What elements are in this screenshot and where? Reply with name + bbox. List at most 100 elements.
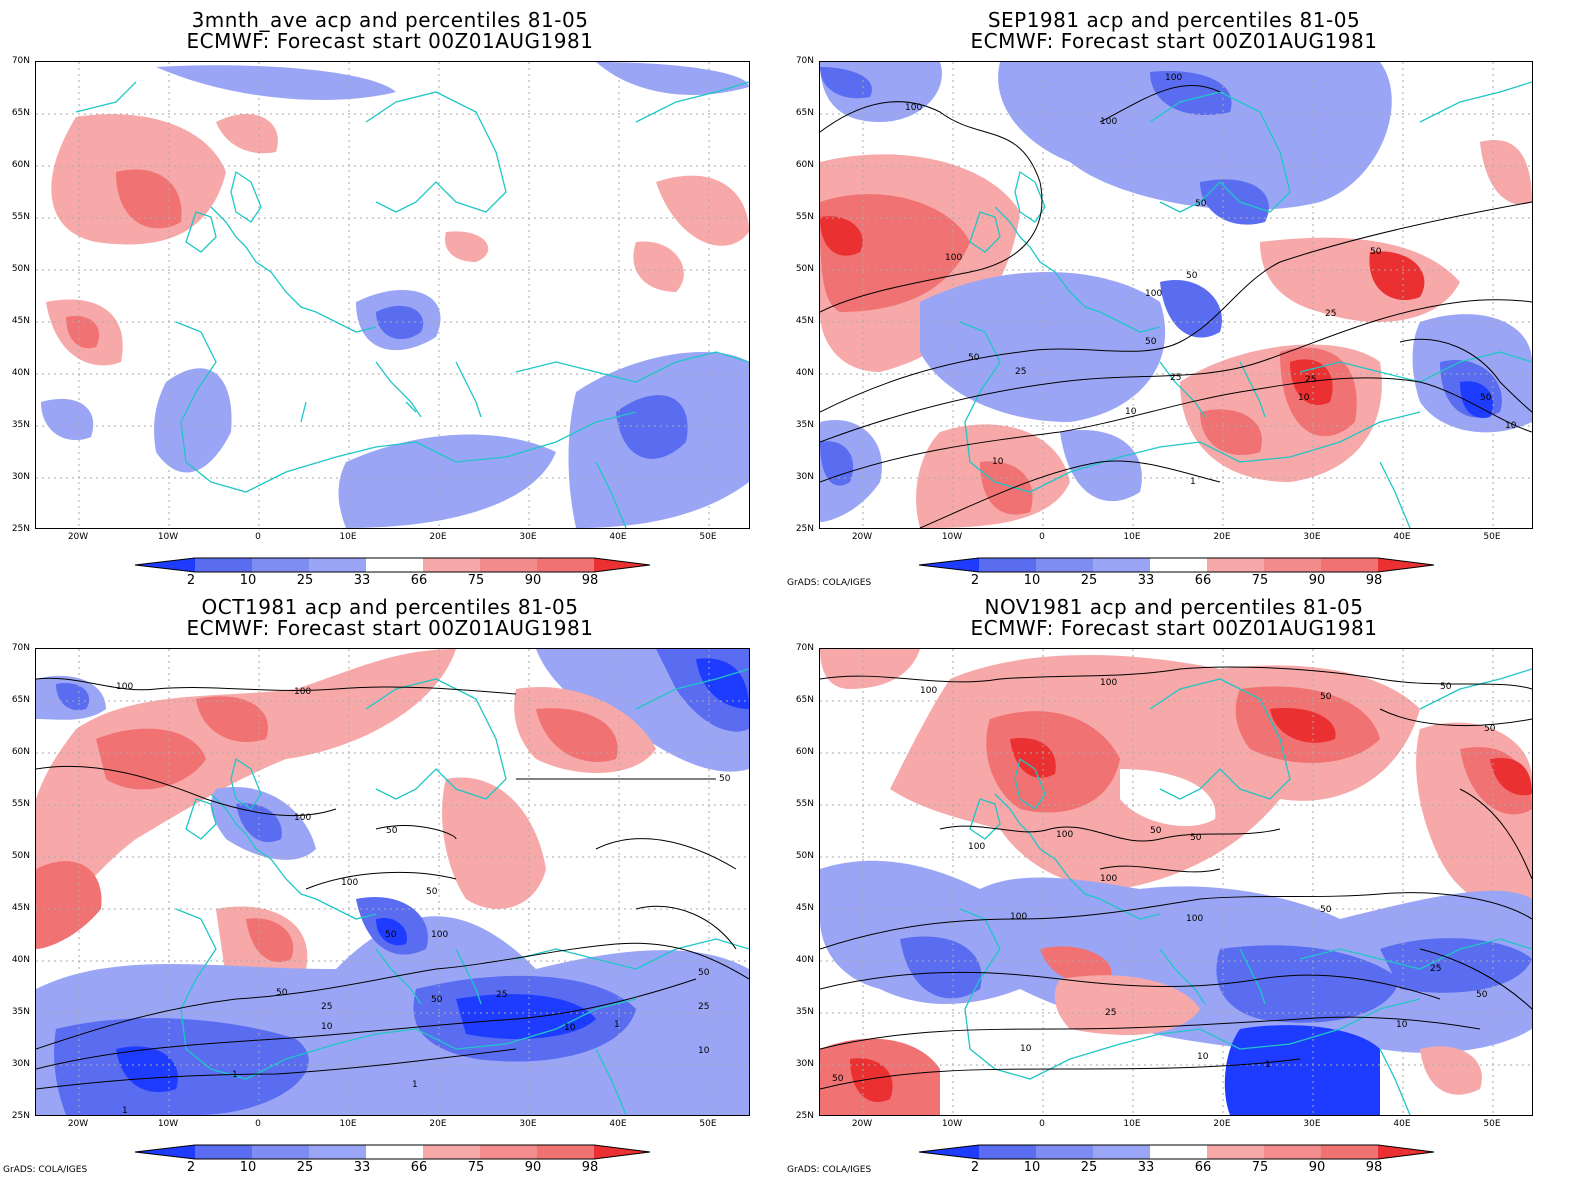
map-canvas: 100 100 100 50 50 100 100 50 50 50 25 50… (36, 649, 749, 1115)
contour-label: 100 (920, 686, 937, 696)
colorbar-label: 98 (1365, 1160, 1383, 1175)
colorbar-label: 66 (410, 1160, 428, 1175)
contour-label: 100 (294, 813, 311, 823)
contour-label: 100 (1100, 874, 1117, 884)
colorbar (134, 557, 655, 573)
lon-label: 10E (339, 532, 357, 542)
lat-label: 45N (795, 903, 814, 913)
map-canvas: 100 100 50 50 50 100 100 50 100 50 100 1… (820, 649, 1532, 1115)
contour-label: 100 (1100, 117, 1117, 127)
colorbar-label: 2 (970, 1160, 980, 1175)
colorbar-label: 66 (1194, 573, 1212, 588)
panel-title-line2: ECMWF: Forecast start 00Z01AUG1981 (186, 616, 594, 640)
contour-label: 10 (321, 1022, 333, 1032)
lon-label: 50E (1483, 1119, 1501, 1129)
lon-label: 20W (851, 532, 873, 542)
contour-label: 1 (614, 1020, 620, 1030)
lat-label: 65N (11, 108, 30, 118)
panel-title-line1: 3mnth_ave acp and percentiles 81-05 (191, 8, 589, 32)
panel-title-line1: OCT1981 acp and percentiles 81-05 (201, 595, 579, 619)
lon-label: 0 (1039, 532, 1045, 542)
colorbar-label: 90 (1308, 1160, 1326, 1175)
lat-label: 70N (795, 56, 814, 66)
contour-label: 50 (719, 774, 731, 784)
lon-label: 10W (157, 1119, 179, 1129)
contour-label: 50 (1190, 833, 1202, 843)
contour-label: 100 (1056, 830, 1073, 840)
lat-label: 55N (795, 212, 814, 222)
contour-label: 100 (905, 103, 922, 113)
lat-label: 60N (11, 747, 30, 757)
lon-label: 20E (429, 532, 447, 542)
anomaly-shading (41, 62, 749, 528)
contour-lines (36, 677, 749, 1090)
contour-label: 10 (992, 457, 1004, 467)
contour-label: 10 (1020, 1044, 1032, 1054)
contour-label: 100 (1165, 73, 1182, 83)
lon-label: 40E (1393, 532, 1411, 542)
lon-label: 0 (255, 532, 261, 542)
lon-label: 30E (1303, 532, 1321, 542)
contour-label: 1 (232, 1070, 238, 1080)
lon-label: 30E (519, 532, 537, 542)
contour-label: 100 (968, 842, 985, 852)
colorbar (918, 557, 1439, 573)
lat-label: 35N (795, 1007, 814, 1017)
contour-label: 1 (412, 1080, 418, 1090)
contour-label: 50 (276, 988, 288, 998)
lon-label: 20E (1213, 532, 1231, 542)
lon-label: 40E (1393, 1119, 1411, 1129)
lon-label: 10E (1123, 1119, 1141, 1129)
contour-label: 50 (385, 930, 397, 940)
contour-lines (820, 84, 1532, 528)
colorbar-label: 75 (467, 1160, 485, 1175)
colorbar-label: 2 (970, 573, 980, 588)
lat-label: 65N (795, 695, 814, 705)
contour-label: 50 (1476, 990, 1488, 1000)
lat-label: 50N (795, 264, 814, 274)
lat-label: 40N (795, 368, 814, 378)
lat-label: 35N (795, 420, 814, 430)
colorbar-label: 33 (353, 573, 371, 588)
contour-label: 50 (1195, 199, 1207, 209)
colorbar-label: 90 (1308, 573, 1326, 588)
grid-lines (820, 649, 1532, 1115)
panel-title-line1: NOV1981 acp and percentiles 81-05 (984, 595, 1364, 619)
contour-label: 25 (1105, 1008, 1116, 1018)
lat-label: 35N (11, 1007, 30, 1017)
panel-oct1981: OCT1981 acp and percentiles 81-05 ECMWF:… (0, 587, 780, 1177)
colorbar-label: 10 (1023, 1160, 1041, 1175)
coastlines (959, 81, 1532, 528)
grid-lines (820, 62, 1532, 528)
contour-label: 50 (1320, 692, 1332, 702)
contour-label: 50 (832, 1074, 844, 1084)
contour-label: 10 (1197, 1052, 1209, 1062)
colorbar-label: 75 (1251, 1160, 1269, 1175)
map-area: 100 100 100 50 50 100 100 50 50 50 25 50… (35, 648, 750, 1116)
colorbar-label: 25 (1080, 1160, 1098, 1175)
grads-credit: GrADS: COLA/IGES (3, 1165, 88, 1175)
contour-lines (820, 666, 1532, 1090)
lat-label: 35N (11, 420, 30, 430)
contour-label: 25 (1325, 309, 1336, 319)
lat-label: 40N (11, 368, 30, 378)
lon-label: 30E (519, 1119, 537, 1129)
lat-label: 30N (795, 472, 814, 482)
anomaly-shading (820, 62, 1532, 528)
lon-label: 20W (67, 1119, 89, 1129)
lon-label: 40E (609, 532, 627, 542)
grads-credit: GrADS: COLA/IGES (787, 1165, 872, 1175)
contour-label: 100 (945, 253, 962, 263)
contour-label: 25 (1015, 367, 1026, 377)
lat-label: 40N (11, 955, 30, 965)
contour-label: 1 (1190, 477, 1196, 487)
colorbar-label: 98 (1365, 573, 1383, 588)
lon-label: 10W (941, 1119, 963, 1129)
contour-label: 100 (1145, 289, 1162, 299)
lon-label: 40E (609, 1119, 627, 1129)
lat-label: 25N (11, 524, 30, 534)
colorbar-label: 66 (1194, 1160, 1212, 1175)
map-canvas: 100 100 100 50 100 50 100 50 25 50 50 25… (820, 62, 1532, 528)
colorbar-label: 25 (296, 1160, 314, 1175)
lat-label: 60N (795, 160, 814, 170)
